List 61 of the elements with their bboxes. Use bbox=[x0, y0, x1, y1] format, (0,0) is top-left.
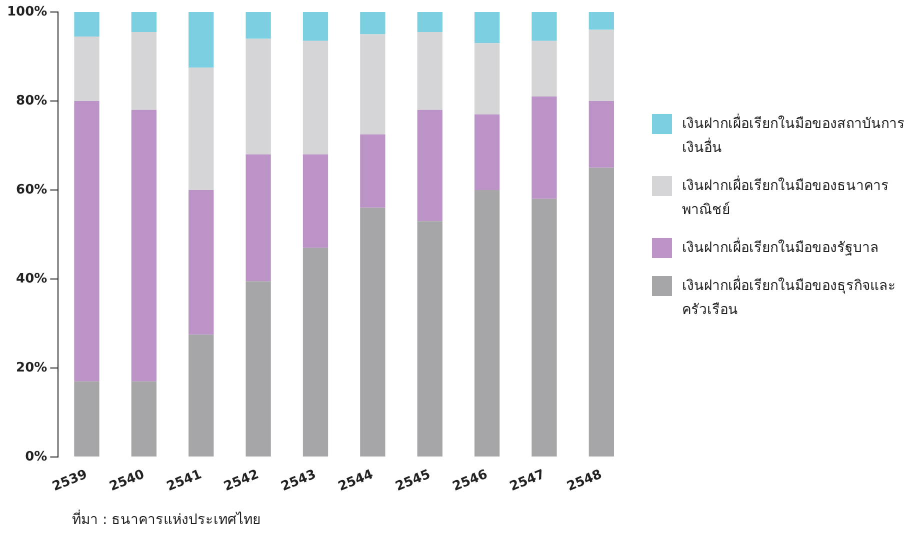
y-tick-label: 60% bbox=[16, 182, 48, 198]
bar bbox=[74, 12, 100, 36]
bar bbox=[246, 12, 271, 39]
bar bbox=[532, 12, 557, 41]
bar bbox=[474, 12, 500, 44]
bar bbox=[302, 12, 328, 41]
bar bbox=[360, 34, 386, 134]
bar bbox=[532, 96, 557, 199]
bar bbox=[588, 168, 614, 456]
bar bbox=[417, 32, 442, 110]
bar bbox=[74, 36, 100, 101]
bar bbox=[131, 381, 157, 456]
x-tick-label: 2544 bbox=[336, 467, 376, 495]
bar bbox=[302, 248, 328, 456]
y-tick-label: 80% bbox=[16, 93, 48, 108]
bar bbox=[188, 190, 214, 335]
bar bbox=[131, 12, 157, 32]
y-tick-label: 100% bbox=[6, 4, 48, 20]
bar bbox=[188, 334, 214, 456]
x-tick-label: 2539 bbox=[50, 467, 90, 495]
bar bbox=[188, 68, 214, 190]
bar bbox=[532, 40, 557, 97]
bar bbox=[417, 12, 442, 32]
bar bbox=[360, 208, 386, 456]
bar bbox=[588, 100, 614, 168]
bar bbox=[131, 110, 157, 382]
x-tick-label: 2543 bbox=[279, 467, 318, 495]
bar bbox=[74, 381, 100, 456]
bar bbox=[74, 100, 100, 382]
bar bbox=[417, 221, 442, 456]
bar bbox=[532, 198, 557, 456]
bar bbox=[246, 38, 271, 154]
x-tick-label: 2545 bbox=[393, 467, 433, 495]
bar bbox=[417, 110, 442, 222]
x-tick-label: 2541 bbox=[164, 467, 204, 495]
legend-label: เงินฝากเผื่อเรียกในมือของธนาคารพาณิชย์ bbox=[682, 174, 890, 220]
bar bbox=[588, 12, 614, 30]
bar bbox=[246, 154, 271, 282]
bar bbox=[302, 154, 328, 248]
legend-label: เงินฝากเผื่อเรียกในมือของรัฐบาล bbox=[682, 236, 880, 258]
bar bbox=[246, 281, 271, 456]
bar bbox=[474, 190, 500, 456]
bar bbox=[302, 40, 328, 154]
y-tick-label: 0% bbox=[25, 449, 48, 464]
bar bbox=[474, 43, 500, 114]
bar bbox=[474, 114, 500, 190]
legend-label: เงินฝากเผื่อเรียกในมือของสถาบันการเงินอื่น bbox=[682, 112, 906, 158]
x-tick-label: 2542 bbox=[222, 467, 262, 495]
bar bbox=[188, 12, 214, 68]
x-tick-label: 2548 bbox=[565, 467, 604, 495]
text: ที่มา : ธนาคารแห่งประเทศไทย bbox=[72, 508, 261, 530]
bar bbox=[131, 32, 157, 110]
bar bbox=[588, 30, 614, 101]
bar bbox=[360, 134, 386, 208]
y-tick-label: 40% bbox=[16, 271, 48, 286]
bar bbox=[360, 12, 386, 34]
x-tick-label: 2546 bbox=[450, 467, 490, 495]
x-tick-label: 2547 bbox=[508, 467, 547, 495]
legend-label: เงินฝากเผื่อเรียกในมือของธุรกิจและครัวเรือน bbox=[682, 274, 897, 320]
y-tick-label: 20% bbox=[16, 360, 48, 376]
x-tick-label: 2540 bbox=[108, 467, 147, 495]
